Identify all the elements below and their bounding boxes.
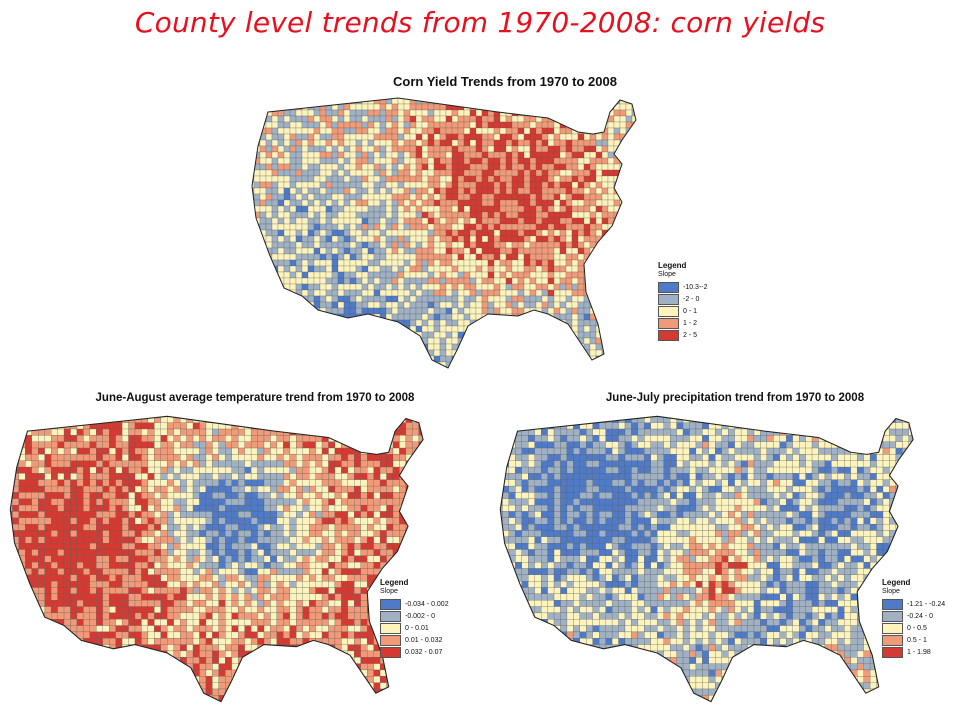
legend-swatch [658,305,679,317]
slide-title: County level trends from 1970-2008: corn… [134,6,826,39]
legend-label: -0.24 - 0 [907,612,934,620]
legend-label: 0 - 1 [683,307,698,315]
legend-row: 0.5 - 1 [882,634,945,646]
legend-row: 1 - 1.98 [882,646,945,658]
legend-row: -0.002 - 0 [380,610,449,622]
legend-label: -2 - 0 [683,295,700,303]
temperature-cells [10,416,424,702]
legend-subtitle: Slope [380,588,398,595]
us-outline [9,415,424,703]
legend-row: 0 - 0.01 [380,622,449,634]
legend-row: 0.032 - 0.07 [380,646,449,658]
legend-swatch [882,598,903,610]
corn-yield-cells [252,98,636,368]
legend-title: Legend [658,261,687,270]
corn-map-title: Corn Yield Trends from 1970 to 2008 [393,74,617,89]
precipitation-trend-map-panel: June-July precipitation trend from 1970 … [490,388,960,713]
temperature-us-county-map [9,415,424,703]
legend-label: 0.5 - 1 [907,636,927,644]
legend-title: Legend [380,578,409,587]
legend-label: 0.01 - 0.032 [405,636,443,644]
legend-row: -10.3--2 [658,281,708,293]
legend-label: 0 - 0.01 [405,624,429,632]
corn-us-county-map [251,97,637,369]
temperature-legend: Legend Slope -0.034 - 0.002 -0.002 - 0 0 -… [380,578,449,658]
legend-label: -0.002 - 0 [405,612,435,620]
precipitation-cells [500,416,914,702]
precipitation-legend: Legend Slope -1.21 - -0.24 -0.24 - 0 0 - 0… [882,578,945,658]
legend-label: -10.3--2 [683,283,708,291]
precipitation-us-county-map [499,415,914,703]
legend-swatch [380,646,401,658]
corn-legend: Legend Slope -10.3--2 -2 - 0 0 - 1 1 - 2 2 -… [658,261,708,341]
legend-swatch [882,634,903,646]
legend-subtitle: Slope [882,588,900,595]
legend-swatch [380,634,401,646]
legend-swatch [380,610,401,622]
legend-row: -2 - 0 [658,293,708,305]
legend-swatch [380,622,401,634]
legend-row: -1.21 - -0.24 [882,598,945,610]
legend-label: 1 - 2 [683,319,698,327]
legend-title: Legend [882,578,911,587]
legend-row: 1 - 2 [658,317,708,329]
legend-row: 0 - 0.5 [882,622,945,634]
temperature-trend-map-panel: June-August average temperature trend fr… [0,388,470,713]
legend-label: 0 - 0.5 [907,624,927,632]
legend-label: -0.034 - 0.002 [405,600,449,608]
legend-swatch [658,317,679,329]
legend-swatch [658,281,679,293]
legend-swatch [882,622,903,634]
legend-row: 0 - 1 [658,305,708,317]
legend-swatch [658,329,679,341]
legend-swatch [882,610,903,622]
corn-yield-map-panel: Corn Yield Trends from 1970 to 2008 Lege… [240,68,710,378]
legend-subtitle: Slope [658,271,676,278]
us-outline [251,97,637,369]
legend-label: 0.032 - 0.07 [405,648,443,656]
legend-label: -1.21 - -0.24 [907,600,946,608]
legend-row: 0.01 - 0.032 [380,634,449,646]
temperature-map-title: June-August average temperature trend fr… [95,392,415,404]
legend-label: 1 - 1.98 [907,648,931,656]
legend-swatch [380,598,401,610]
precipitation-map-title: June-July precipitation trend from 1970 … [605,392,865,404]
us-outline [499,415,914,703]
legend-swatch [882,646,903,658]
legend-swatch [658,293,679,305]
legend-row: 2 - 5 [658,329,708,341]
legend-row: -0.034 - 0.002 [380,598,449,610]
legend-row: -0.24 - 0 [882,610,945,622]
legend-label: 2 - 5 [683,331,698,339]
